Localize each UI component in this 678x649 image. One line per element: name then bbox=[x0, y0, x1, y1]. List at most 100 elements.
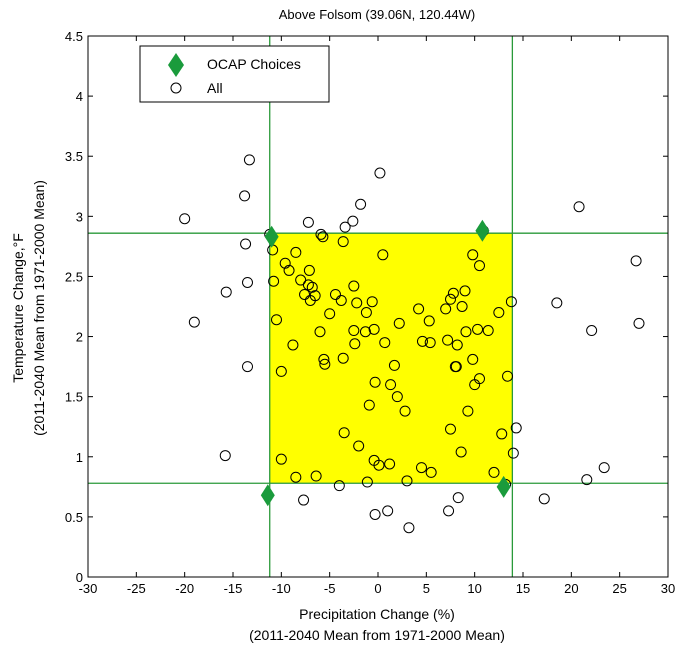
scatter-point-all bbox=[424, 337, 436, 349]
x-axis-label-secondary: (2011-2040 Mean from 1971-2000 Mean) bbox=[249, 627, 505, 643]
y-tick-label: 1 bbox=[76, 450, 83, 465]
scatter-point-all bbox=[510, 422, 522, 434]
scatter-point-all bbox=[488, 466, 500, 478]
scatter-point-all bbox=[290, 246, 302, 258]
y-tick-label: 4.5 bbox=[65, 29, 83, 44]
threshold-region bbox=[269, 233, 513, 484]
plot-area: -30 -25 -20 -15 -10 -5 0 5 10 15 20 25 30 0 0.5 1 1.5 2 2.… bbox=[65, 29, 675, 596]
scatter-point-all bbox=[317, 231, 329, 243]
scatter-point-all bbox=[474, 260, 485, 272]
scatter-point-all bbox=[505, 296, 517, 308]
scatter-point-all bbox=[268, 275, 280, 287]
scatter-point-all bbox=[450, 361, 462, 373]
legend-label-ocap-choices: OCAP Choices bbox=[207, 56, 301, 72]
scatter-point-all bbox=[451, 339, 463, 351]
y-tick-label: 2.5 bbox=[65, 269, 83, 284]
scatter-point-all bbox=[302, 216, 314, 228]
scatter-point-all bbox=[472, 323, 484, 335]
scatter-point-all bbox=[630, 255, 642, 267]
scatter-point-all bbox=[462, 405, 474, 417]
scatter-point-all bbox=[502, 370, 514, 382]
scatter-point-all bbox=[474, 373, 485, 385]
scatter-point-all bbox=[493, 307, 505, 319]
legend-label-all: All bbox=[207, 80, 223, 96]
scatter-point-ocap bbox=[264, 225, 279, 248]
scatter-point-all bbox=[355, 198, 367, 210]
scatter-point-all bbox=[283, 264, 295, 276]
legend-diamond-marker bbox=[168, 53, 184, 77]
scatter-point-all bbox=[240, 238, 252, 250]
scatter-point-all bbox=[324, 308, 336, 320]
x-tick-label: -20 bbox=[175, 581, 194, 596]
scatter-point-all bbox=[219, 450, 231, 462]
y-tick-label: 2 bbox=[76, 330, 83, 345]
scatter-point-all bbox=[551, 297, 563, 309]
scatter-point-all bbox=[275, 453, 287, 465]
scatter-point-all bbox=[239, 190, 251, 202]
scatter-point-all bbox=[309, 290, 321, 302]
scatter-point-all bbox=[275, 365, 287, 377]
scatter-point-all bbox=[581, 474, 593, 486]
y-tick-label: 0.5 bbox=[65, 510, 83, 525]
y-tick-label: 3 bbox=[76, 209, 83, 224]
scatter-point-all bbox=[445, 293, 456, 305]
x-tick-label: -5 bbox=[324, 581, 336, 596]
scatter-point-all bbox=[442, 334, 454, 346]
scatter-point-all bbox=[361, 476, 373, 488]
x-tick-label: 30 bbox=[661, 581, 675, 596]
scatter-point-all bbox=[460, 326, 472, 338]
scatter-point-all bbox=[188, 316, 200, 328]
scatter-point-all bbox=[447, 287, 459, 299]
scatter-point-all bbox=[482, 325, 494, 337]
scatter-point-all bbox=[377, 249, 389, 261]
scatter-point-all bbox=[443, 505, 455, 517]
scatter-point-all bbox=[271, 314, 282, 326]
scatter-point-all bbox=[348, 280, 360, 292]
scatter-point-all bbox=[359, 326, 371, 338]
scatter-point-all bbox=[339, 221, 351, 233]
scatter-point-all bbox=[347, 215, 359, 227]
x-tick-label: -30 bbox=[79, 581, 98, 596]
x-tick-label: 15 bbox=[516, 581, 530, 596]
scatter-point-all bbox=[179, 213, 191, 225]
scatter-point-all bbox=[452, 492, 464, 504]
scatter-point-ocap bbox=[496, 475, 511, 498]
scatter-point-all bbox=[496, 428, 508, 440]
scatter-point-all bbox=[586, 325, 598, 337]
scatter-point-all bbox=[385, 379, 397, 391]
scatter-point-all bbox=[329, 288, 341, 300]
scatter-point-all bbox=[416, 462, 427, 474]
scatter-point-all bbox=[401, 475, 413, 487]
scatter-point-all bbox=[335, 294, 347, 306]
x-tick-label: 10 bbox=[467, 581, 481, 596]
scatter-point-all bbox=[425, 466, 437, 478]
scatter-point-all bbox=[349, 338, 361, 350]
scatter-point-all bbox=[338, 427, 350, 439]
scatter-point-all bbox=[391, 391, 403, 403]
x-tick-label: -15 bbox=[224, 581, 243, 596]
scatter-point-all bbox=[353, 440, 365, 452]
scatter-point-all bbox=[423, 315, 435, 327]
scatter-point-all bbox=[333, 480, 345, 492]
y-axis-label-secondary: (2011-2040 Mean from 1971-2000 Mean) bbox=[31, 180, 47, 436]
scatter-point-all bbox=[299, 288, 311, 300]
scatter-point-all bbox=[242, 361, 253, 373]
scatter-point-all bbox=[455, 446, 467, 458]
scatter-point-all bbox=[399, 405, 411, 417]
scatter-point-all bbox=[279, 257, 291, 269]
scatter-point-all bbox=[538, 493, 550, 505]
x-tick-label: -25 bbox=[127, 581, 146, 596]
scatter-point-all bbox=[314, 326, 326, 338]
scatter-point-all bbox=[403, 522, 415, 534]
scatter-point-ocap bbox=[475, 219, 490, 242]
scatter-point-all bbox=[445, 423, 456, 435]
scatter-point-all bbox=[573, 201, 585, 213]
scatter-point-all bbox=[459, 285, 471, 297]
scatter-point-all bbox=[363, 399, 375, 411]
scatter-point-all bbox=[507, 447, 519, 459]
scatter-point-all bbox=[384, 458, 396, 470]
y-tick-label: 4 bbox=[76, 89, 83, 104]
scatter-point-all bbox=[315, 228, 327, 240]
scatter-point-all bbox=[220, 286, 232, 298]
scatter-point-all bbox=[290, 471, 302, 483]
